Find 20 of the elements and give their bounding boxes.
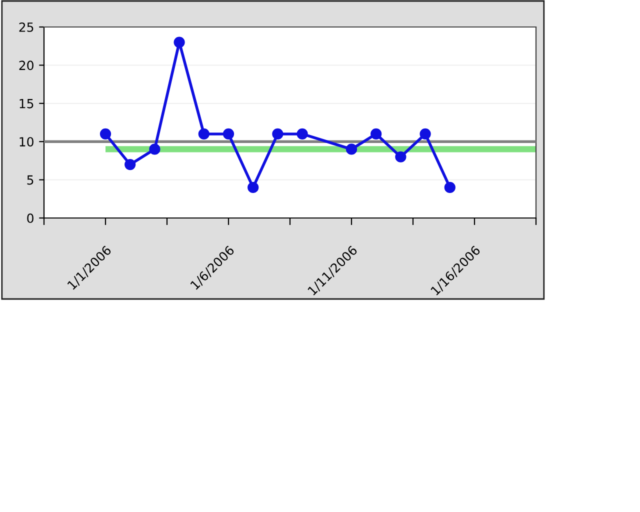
point	[100, 128, 112, 140]
y-tick-label: 0	[27, 213, 34, 223]
y-tick-label: 5	[27, 175, 34, 185]
point	[395, 151, 406, 162]
point	[272, 128, 284, 140]
point	[149, 144, 160, 155]
y-tick-label: 15	[20, 99, 34, 108]
point	[174, 36, 185, 48]
point	[420, 128, 431, 140]
point	[296, 128, 308, 140]
point	[444, 182, 456, 193]
point	[222, 128, 234, 140]
y-tick-label: 25	[19, 22, 34, 32]
point	[370, 128, 382, 140]
point	[248, 182, 259, 193]
point	[198, 128, 210, 140]
point	[346, 144, 358, 155]
y-tick-label: 10	[20, 137, 34, 147]
point	[124, 158, 136, 170]
y-tick-label: 20	[19, 60, 34, 70]
